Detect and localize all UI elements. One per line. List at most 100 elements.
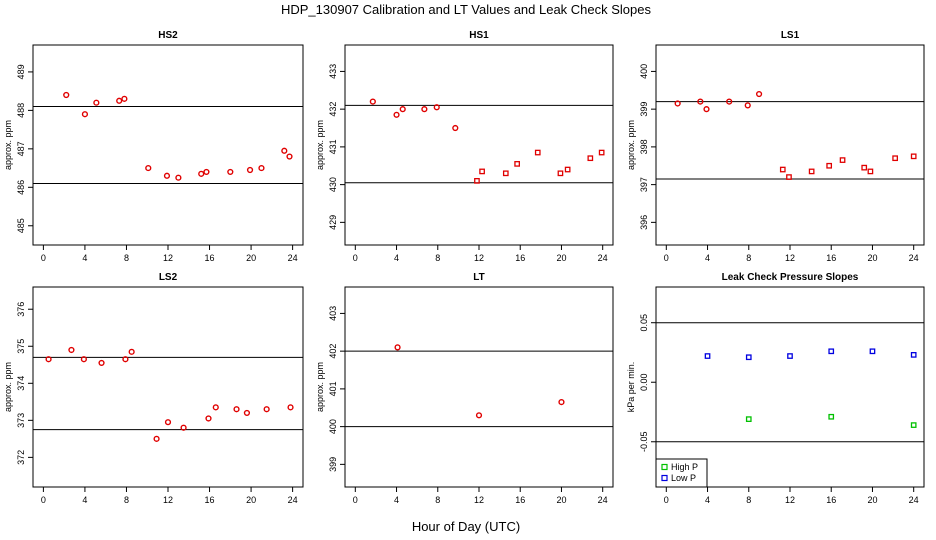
y-tick-label: 375	[16, 339, 26, 354]
x-tick-label: 20	[246, 253, 256, 263]
x-tick-label: 12	[163, 495, 173, 505]
x-tick-label: 20	[246, 495, 256, 505]
legend-swatch	[661, 474, 668, 482]
data-point	[587, 155, 594, 162]
data-point	[93, 99, 100, 106]
y-axis-label: kPa per min.	[626, 362, 636, 413]
x-tick-label: 20	[867, 495, 877, 505]
data-point	[287, 404, 294, 411]
x-tick-label: 4	[705, 495, 710, 505]
x-tick-label: 12	[785, 253, 795, 263]
y-tick-label: 0.05	[639, 314, 649, 332]
y-tick-label: 0.00	[639, 373, 649, 391]
x-tick-label: 0	[41, 495, 46, 505]
data-point	[203, 168, 210, 176]
plot-frame	[655, 286, 925, 488]
x-tick-label: 24	[598, 253, 608, 263]
x-tick-label: 0	[41, 253, 46, 263]
legend-label: High P	[671, 462, 698, 472]
data-point	[421, 106, 428, 113]
y-tick-label: 400	[639, 64, 649, 79]
data-point	[399, 106, 406, 113]
data-point	[474, 177, 480, 184]
data-point	[81, 111, 89, 118]
data-point	[704, 353, 711, 359]
panel-title: LT	[473, 272, 484, 283]
x-tick-label: 8	[124, 253, 129, 263]
y-tick-label: 372	[16, 450, 26, 465]
data-point	[808, 168, 815, 175]
x-tick-label: 8	[746, 495, 751, 505]
data-point	[63, 91, 70, 99]
data-point	[839, 157, 846, 163]
x-tick-label: 24	[288, 495, 298, 505]
y-tick-label: 402	[328, 344, 338, 359]
plot-frame	[32, 44, 304, 246]
y-tick-label: 431	[328, 139, 338, 154]
y-tick-label: 485	[16, 218, 26, 233]
data-point	[369, 98, 376, 105]
x-tick-label: 16	[205, 253, 215, 263]
panel-title: HS2	[158, 30, 178, 41]
data-point	[128, 348, 135, 355]
y-tick-label: 399	[328, 457, 338, 472]
plot-frame	[32, 286, 304, 488]
data-point	[475, 412, 483, 419]
x-tick-label: 12	[785, 495, 795, 505]
data-point	[258, 164, 265, 172]
y-axis-label: approx. ppm	[626, 120, 636, 170]
data-point	[205, 415, 212, 422]
data-point	[697, 98, 704, 105]
x-tick-label: 12	[474, 495, 484, 505]
data-point	[198, 170, 205, 177]
y-tick-label: -0.05	[639, 432, 649, 453]
figure-title: HDP_130907 Calibration and LT Values and…	[281, 2, 652, 17]
y-tick-label: 486	[16, 180, 26, 195]
data-point	[867, 168, 874, 175]
y-tick-label: 397	[639, 177, 649, 192]
panel-title: Leak Check Pressure Slopes	[722, 272, 859, 283]
panel-2: LS1 0 4 8 12 16 20 24 396 397 398 399 400 approx. ppm	[626, 30, 925, 263]
y-tick-label: 488	[16, 103, 26, 118]
data-point	[558, 398, 565, 406]
x-tick-label: 0	[664, 495, 669, 505]
x-tick-label: 20	[556, 253, 566, 263]
data-point	[726, 98, 733, 105]
x-tick-label: 16	[515, 253, 525, 263]
data-point	[910, 352, 917, 358]
x-tick-label: 4	[82, 495, 87, 505]
data-point	[514, 161, 520, 167]
data-point	[68, 346, 75, 354]
x-tick-label: 8	[124, 495, 129, 505]
x-tick-label: 4	[82, 253, 87, 263]
data-point	[175, 174, 182, 181]
x-tick-label: 24	[598, 495, 608, 505]
data-point	[910, 422, 917, 428]
data-point	[826, 162, 833, 169]
data-point	[502, 170, 509, 177]
data-point	[564, 166, 571, 173]
x-tick-label: 0	[664, 253, 669, 263]
panel-4: LT 0 4 8 12 16 20 24 399 400 401 402 403 approx. ppm	[315, 272, 614, 505]
plot-frame	[655, 44, 925, 246]
data-point	[598, 149, 605, 156]
data-point	[393, 111, 400, 118]
data-point	[828, 413, 835, 420]
x-tick-label: 16	[826, 253, 836, 263]
data-point	[557, 170, 564, 177]
data-point	[122, 356, 129, 363]
x-tick-label: 24	[288, 253, 298, 263]
x-tick-label: 16	[826, 495, 836, 505]
data-point	[892, 155, 898, 162]
data-point	[281, 147, 288, 154]
data-point	[121, 95, 128, 102]
data-point	[744, 102, 751, 109]
x-tick-label: 8	[435, 495, 440, 505]
y-tick-label: 399	[639, 102, 649, 117]
data-point	[787, 353, 793, 359]
data-point	[153, 435, 160, 442]
panel-5: Leak Check Pressure Slopes 0 4 8 12 16 20 24 -0.…	[626, 272, 925, 505]
data-point	[534, 149, 541, 156]
